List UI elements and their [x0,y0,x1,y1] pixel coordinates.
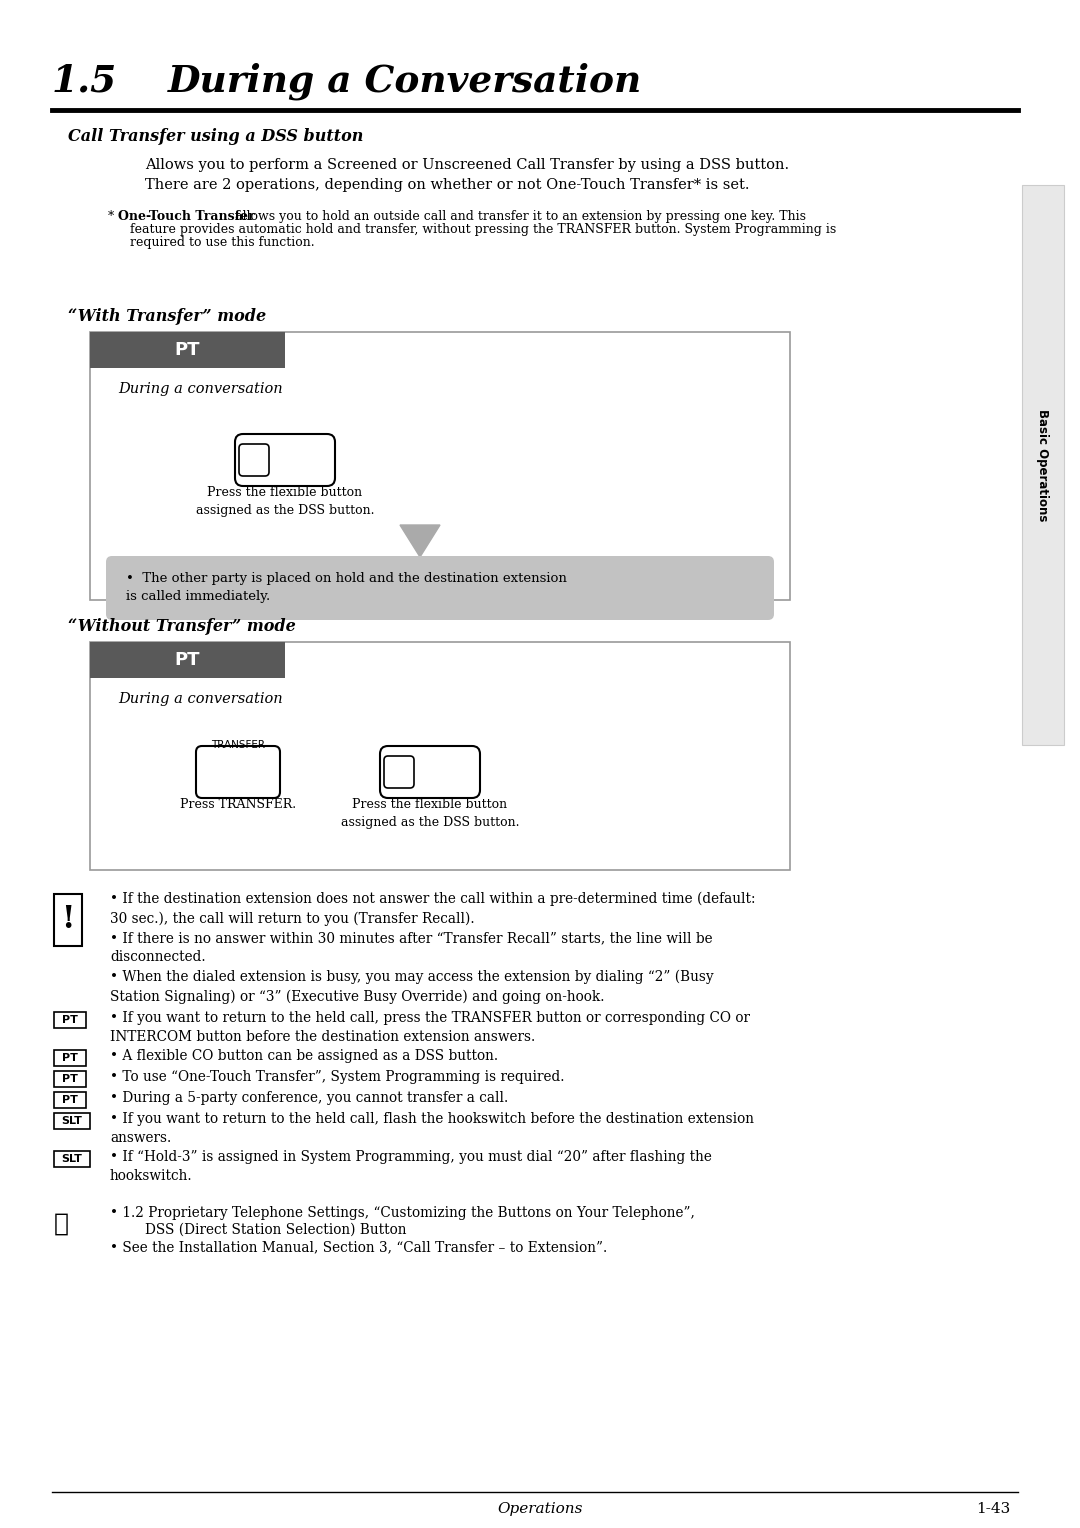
Text: During a conversation: During a conversation [118,382,283,396]
Text: PT: PT [62,1096,78,1105]
Text: • A flexible CO button can be assigned as a DSS button.: • A flexible CO button can be assigned a… [110,1050,498,1063]
Bar [54,1093,86,1108]
Text: • When the dialed extension is busy, you may access the extension by dialing “2”: • When the dialed extension is busy, you… [110,970,714,1004]
Bar [90,642,789,869]
Text: PT: PT [62,1053,78,1063]
Text: “Without Transfer” mode: “Without Transfer” mode [68,617,296,636]
Text: • If “Hold-3” is assigned in System Programming, you must dial “20” after flashi: • If “Hold-3” is assigned in System Prog… [110,1151,712,1183]
Bar [90,332,789,601]
Text: “With Transfer” mode: “With Transfer” mode [68,309,266,325]
Text: TRANSFER: TRANSFER [211,740,265,750]
Text: PT: PT [174,651,200,669]
Text: •  The other party is placed on hold and the destination extension: • The other party is placed on hold and … [126,571,567,585]
Text: • During a 5-party conference, you cannot transfer a call.: • During a 5-party conference, you canno… [110,1091,509,1105]
Text: allows you to hold an outside call and transfer it to an extension by pressing o: allows you to hold an outside call and t… [231,209,807,223]
Text: There are 2 operations, depending on whether or not One-Touch Transfer* is set.: There are 2 operations, depending on whe… [145,177,750,193]
Text: 1.5: 1.5 [52,63,118,99]
Text: PT: PT [174,341,200,359]
Text: • 1.2 Proprietary Telephone Settings, “Customizing the Buttons on Your Telephone: • 1.2 Proprietary Telephone Settings, “C… [110,1206,694,1219]
Text: DSS (Direct Station Selection) Button: DSS (Direct Station Selection) Button [110,1222,406,1238]
Bar [1022,185,1064,746]
FancyBboxPatch shape [195,746,280,798]
Text: SLT: SLT [62,1154,82,1164]
Bar [54,1050,86,1067]
Text: • If the destination extension does not answer the call within a pre-determined : • If the destination extension does not … [110,892,756,926]
Text: Allows you to perform a Screened or Unscreened Call Transfer by using a DSS butt: Allows you to perform a Screened or Unsc… [145,157,789,173]
Bar [54,894,82,946]
Text: • See the Installation Manual, Section 3, “Call Transfer – to Extension”.: • See the Installation Manual, Section 3… [110,1241,607,1254]
Text: • If you want to return to the held call, flash the hookswitch before the destin: • If you want to return to the held call… [110,1112,754,1144]
Text: *: * [108,209,122,223]
FancyBboxPatch shape [380,746,480,798]
Text: During a conversation: During a conversation [118,692,283,706]
Text: required to use this function.: required to use this function. [130,235,314,249]
FancyBboxPatch shape [106,556,774,620]
Text: Press TRANSFER.: Press TRANSFER. [180,798,296,811]
Text: Basic Operations: Basic Operations [1037,410,1050,521]
FancyBboxPatch shape [239,445,269,477]
Text: 1-43: 1-43 [975,1502,1010,1516]
Text: 👉: 👉 [54,1212,69,1236]
Bar [54,1071,86,1086]
FancyBboxPatch shape [235,434,335,486]
Text: feature provides automatic hold and transfer, without pressing the TRANSFER butt: feature provides automatic hold and tran… [130,223,836,235]
Text: is called immediately.: is called immediately. [126,590,270,604]
Bar [54,1112,90,1129]
Text: !: ! [62,905,75,935]
Bar [54,1151,90,1167]
Text: PT: PT [62,1074,78,1083]
Text: PT: PT [62,1015,78,1025]
Text: Call Transfer using a DSS button: Call Transfer using a DSS button [68,128,363,145]
Text: • To use “One-Touch Transfer”, System Programming is required.: • To use “One-Touch Transfer”, System Pr… [110,1070,565,1083]
Text: One-Touch Transfer: One-Touch Transfer [118,209,255,223]
Text: Operations: Operations [497,1502,583,1516]
Text: During a Conversation: During a Conversation [168,63,643,99]
Text: Press the flexible button
assigned as the DSS button.: Press the flexible button assigned as th… [341,798,519,830]
Bar [90,642,285,678]
Polygon shape [400,526,440,558]
Text: SLT: SLT [62,1115,82,1126]
Text: Press the flexible button
assigned as the DSS button.: Press the flexible button assigned as th… [195,486,375,516]
Text: • If there is no answer within 30 minutes after “Transfer Recall” starts, the li: • If there is no answer within 30 minute… [110,931,713,964]
Bar [90,332,285,368]
Bar [54,1012,86,1028]
Text: • If you want to return to the held call, press the TRANSFER button or correspon: • If you want to return to the held call… [110,1012,750,1044]
FancyBboxPatch shape [384,756,414,788]
